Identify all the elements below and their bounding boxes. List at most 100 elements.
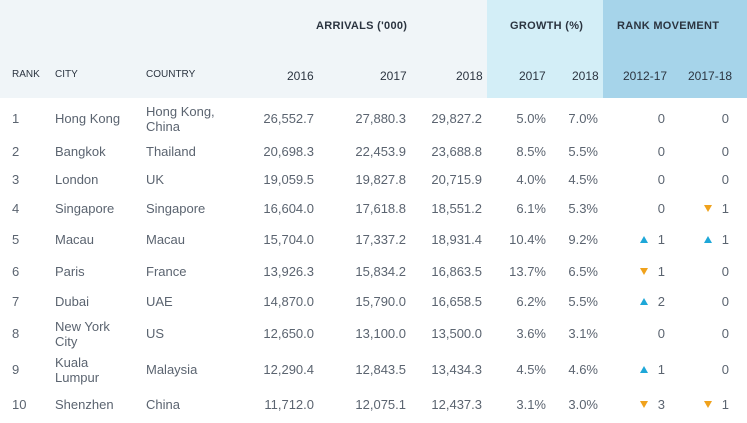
cell-city: Shenzhen	[55, 389, 140, 420]
cell-arrivals-2018: 23,688.8	[400, 137, 482, 165]
table-row: 10 Shenzhen China 11,712.0 12,075.1 12,437.3 3…	[0, 389, 747, 420]
cell-arrivals-2017: 13,100.0	[325, 317, 406, 350]
table-row: 5 Macau Macau 15,704.0 17,337.2 18,931.4 10.4%…	[0, 223, 747, 256]
cell-country: US	[146, 317, 236, 350]
cell-rank: 6	[12, 256, 42, 286]
cell-arrivals-2017: 12,075.1	[325, 389, 406, 420]
cell-arrivals-2018: 18,931.4	[400, 223, 482, 256]
table-row: 9 Kuala Lumpur Malaysia 12,290.4 12,843.5 13,4…	[0, 350, 747, 389]
cell-growth-2018: 5.5%	[555, 137, 598, 165]
table-row: 2 Bangkok Thailand 20,698.3 22,453.9 23,688.8…	[0, 137, 747, 165]
table-row: 7 Dubai UAE 14,870.0 15,790.0 16,658.5 6.2% 5.5…	[0, 286, 747, 317]
cell-arrivals-2016: 20,698.3	[232, 137, 314, 165]
cell-growth-2018: 9.2%	[555, 223, 598, 256]
cell-rank-movement-2017-18: 0	[665, 256, 729, 286]
cell-arrivals-2018: 18,551.2	[400, 194, 482, 223]
cell-rank-movement-2012-17: 0	[600, 137, 665, 165]
col-header-city: CITY	[55, 69, 78, 80]
cell-rank-movement-2012-17: 1	[600, 350, 665, 389]
triangle-down-icon	[640, 268, 648, 275]
col-header-arrivals-2017: 2017	[380, 69, 407, 83]
cell-arrivals-2017: 15,834.2	[325, 256, 406, 286]
cell-rank-movement-2017-18: 0	[665, 317, 729, 350]
cell-growth-2018: 4.5%	[555, 165, 598, 194]
cell-country: Singapore	[146, 194, 236, 223]
triangle-up-icon	[640, 298, 648, 305]
table-row: 8 New York City US 12,650.0 13,100.0 13,500.0 3…	[0, 317, 747, 350]
col-header-growth-2017: 2017	[519, 69, 546, 83]
cell-arrivals-2018: 13,500.0	[400, 317, 482, 350]
cell-arrivals-2018: 29,827.2	[400, 100, 482, 137]
col-header-growth-2018: 2018	[572, 69, 599, 83]
cell-arrivals-2016: 16,604.0	[232, 194, 314, 223]
triangle-up-icon	[704, 236, 712, 243]
cell-growth-2017: 3.1%	[495, 389, 546, 420]
triangle-down-icon	[704, 401, 712, 408]
cell-city: Paris	[55, 256, 140, 286]
triangle-up-icon	[640, 366, 648, 373]
cell-growth-2017: 10.4%	[495, 223, 546, 256]
cell-growth-2017: 6.1%	[495, 194, 546, 223]
cell-growth-2017: 3.6%	[495, 317, 546, 350]
cell-country: UK	[146, 165, 236, 194]
cell-growth-2018: 5.3%	[555, 194, 598, 223]
cell-growth-2017: 4.0%	[495, 165, 546, 194]
cell-rank-movement-2012-17: 1	[600, 256, 665, 286]
cell-country: Macau	[146, 223, 236, 256]
col-header-arrivals-2018: 2018	[456, 69, 483, 83]
cell-arrivals-2016: 15,704.0	[232, 223, 314, 256]
cell-rank-movement-2017-18: 0	[665, 137, 729, 165]
cell-rank: 3	[12, 165, 42, 194]
cell-rank-movement-2012-17: 0	[600, 194, 665, 223]
cell-arrivals-2017: 19,827.8	[325, 165, 406, 194]
cell-country: UAE	[146, 286, 236, 317]
cell-rank: 10	[12, 389, 42, 420]
cell-growth-2018: 5.5%	[555, 286, 598, 317]
col-header-country: COUNTRY	[146, 69, 195, 80]
table-row: 6 Paris France 13,926.3 15,834.2 16,863.5 13.7…	[0, 256, 747, 286]
cell-arrivals-2017: 22,453.9	[325, 137, 406, 165]
cell-arrivals-2018: 20,715.9	[400, 165, 482, 194]
cell-arrivals-2016: 11,712.0	[232, 389, 314, 420]
cell-rank-movement-2012-17: 2	[600, 286, 665, 317]
cell-rank-movement-2017-18: 1	[665, 194, 729, 223]
cell-arrivals-2018: 13,434.3	[400, 350, 482, 389]
cell-rank-movement-2012-17: 0	[600, 165, 665, 194]
cell-city: Kuala Lumpur	[55, 350, 140, 389]
cell-rank: 7	[12, 286, 42, 317]
cell-rank: 5	[12, 223, 42, 256]
col-header-arrivals-2016: 2016	[287, 69, 314, 83]
triangle-down-icon	[704, 205, 712, 212]
cell-country: France	[146, 256, 236, 286]
rank-movement-header-band	[603, 0, 747, 98]
cell-rank: 9	[12, 350, 42, 389]
cell-growth-2017: 5.0%	[495, 100, 546, 137]
cell-rank-movement-2012-17: 0	[600, 317, 665, 350]
growth-header-band	[487, 0, 603, 98]
cell-city: New York City	[55, 317, 140, 350]
cell-rank-movement-2017-18: 1	[665, 389, 729, 420]
col-header-rank-2012-17: 2012-17	[623, 69, 667, 83]
cell-city: Dubai	[55, 286, 140, 317]
col-header-rank-2017-18: 2017-18	[688, 69, 732, 83]
cell-city: Bangkok	[55, 137, 140, 165]
cell-rank: 4	[12, 194, 42, 223]
cell-arrivals-2016: 12,650.0	[232, 317, 314, 350]
triangle-down-icon	[640, 401, 648, 408]
cell-growth-2017: 8.5%	[495, 137, 546, 165]
cell-arrivals-2016: 12,290.4	[232, 350, 314, 389]
cell-arrivals-2017: 17,618.8	[325, 194, 406, 223]
cell-country: Hong Kong, China	[146, 100, 236, 137]
table-row: 3 London UK 19,059.5 19,827.8 20,715.9 4.0% 4.5…	[0, 165, 747, 194]
cell-arrivals-2017: 15,790.0	[325, 286, 406, 317]
cell-rank-movement-2012-17: 3	[600, 389, 665, 420]
table-row: 1 Hong Kong Hong Kong, China 26,552.7 27,880.…	[0, 100, 747, 137]
cell-rank: 2	[12, 137, 42, 165]
cell-growth-2018: 3.0%	[555, 389, 598, 420]
cell-arrivals-2018: 16,863.5	[400, 256, 482, 286]
cell-city: London	[55, 165, 140, 194]
cell-rank-movement-2017-18: 1	[665, 223, 729, 256]
cell-arrivals-2017: 17,337.2	[325, 223, 406, 256]
cell-country: Thailand	[146, 137, 236, 165]
